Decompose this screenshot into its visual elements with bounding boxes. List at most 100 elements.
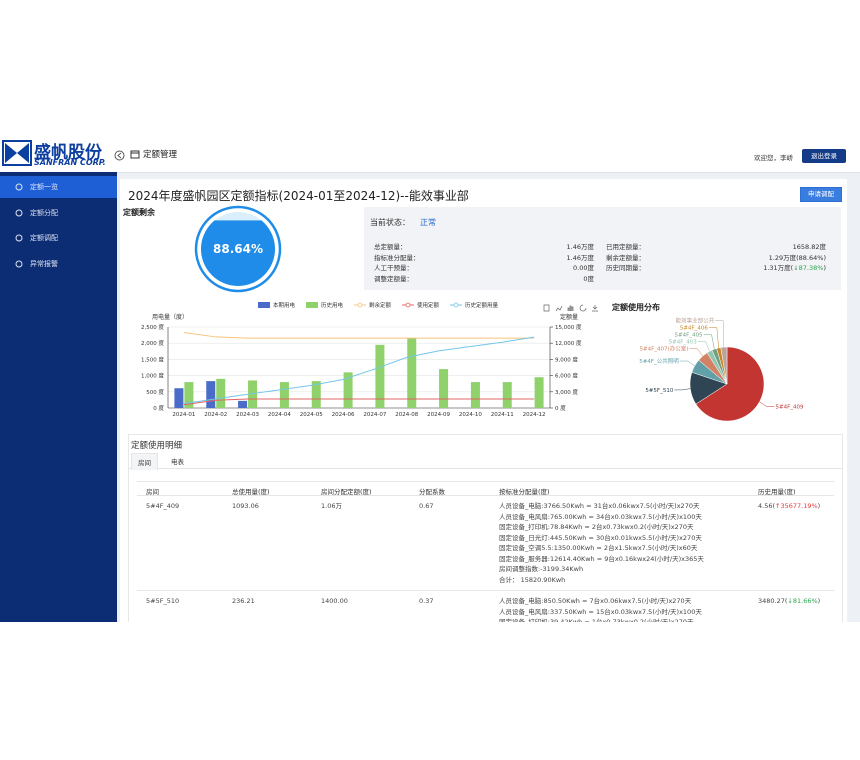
cell: 1.06万 — [321, 502, 342, 510]
tab-divider — [129, 468, 842, 469]
app: 盛帆股份 SANFRAN CORP. 定额管理 欢迎您，李峤 退出登录 定额一览… — [0, 137, 860, 622]
pie-label: 能效事业部公共 — [676, 317, 715, 325]
column-header: 房间分配定额(度) — [321, 488, 372, 496]
pie-slice — [695, 346, 765, 422]
logo-title: 盛帆股份 — [34, 143, 102, 163]
x-tick-label: 2024-07 — [363, 412, 386, 418]
x-tick-label: 2024-01 — [172, 412, 195, 418]
y-tick-label: 2,000 度 — [141, 339, 164, 347]
standard-line: 固定设备_服务器:12614.40Kwh = 9台x0.16kwx24(小时/天… — [499, 554, 704, 563]
bar — [470, 382, 480, 408]
status-panel: 当前状态： 正常 总定额量： 1.46万度 指标准分配量： 1.46万度 人工干预量： 0… — [364, 207, 841, 290]
line — [183, 331, 535, 339]
y-tick-label: 1,500 度 — [141, 355, 164, 363]
standard-line: 人员设备_电风扇:765.00Kwh = 34台x0.03kwx7.5(小时/天… — [499, 512, 702, 521]
pie-label: 5#4F_407(办公室) — [640, 345, 689, 353]
line — [183, 398, 535, 406]
column-header: 总使用量(度) — [232, 488, 270, 496]
standard-line: 人员设备_电脑:3766.50Kwh = 31台x0.06kwx7.5(小时/天… — [499, 502, 700, 510]
nav-item[interactable]: 定额一览 — [0, 176, 117, 198]
stat-value: 1658.82度 — [793, 241, 826, 251]
cell: 1400.00 — [321, 597, 348, 605]
stat-value-part: 0度 — [583, 275, 594, 284]
cell: 5#5F_510 — [146, 597, 180, 605]
nav-item[interactable]: 异常报警 — [0, 253, 117, 275]
standard-line: 固定设备_打印机:39.42Kwh = 1台x0.73kwx0.2(小时/天)x… — [499, 618, 694, 622]
x-tick-label: 2024-09 — [427, 412, 450, 418]
cell: 1093.06 — [232, 502, 259, 510]
cell: 0.67 — [419, 502, 434, 510]
pie-label: 5#4F_406 — [680, 326, 709, 332]
toolbox-icon[interactable] — [579, 304, 587, 312]
history-part: ↓81.66% — [787, 597, 818, 605]
pie-leader — [759, 401, 775, 407]
tab[interactable]: 房间 — [131, 453, 158, 470]
stat-value-part: ↓87.38% — [793, 264, 824, 273]
standard-line: 固定设备_日光灯:445.50Kwh = 30台x0.01kwx5.5(小时/天… — [499, 533, 702, 542]
legend-label: 剩余定额 — [369, 301, 392, 309]
stat-label: 人工干预量： — [374, 264, 413, 273]
legend-label: 使用定额 — [417, 301, 440, 309]
toolbox-icon[interactable] — [543, 304, 550, 312]
stat-value-part: 1.31万度( — [763, 264, 794, 273]
pie-leader — [703, 334, 715, 350]
standard-line: 固定设备_空调5.5:1350.00Kwh = 2台x1.5kwx7.5(小时/… — [499, 544, 698, 552]
stat-value: 1.29万度(88.64%) — [769, 252, 826, 262]
welcome: 欢迎您，李峤 — [754, 154, 793, 162]
y2-tick-label: 3,000 度 — [555, 388, 578, 396]
y2-tick-label: 6,000 度 — [555, 372, 578, 380]
x-tick-label: 2024-11 — [491, 412, 514, 418]
history-cell: 3480.27(↓81.66%) — [758, 596, 820, 607]
cell: 0.37 — [419, 597, 434, 605]
toolbox-icon[interactable] — [567, 305, 574, 311]
stat-value: 0度 — [583, 273, 594, 283]
bar — [248, 380, 258, 408]
bar — [184, 382, 194, 408]
stat-value: 1.46万度 — [567, 252, 594, 262]
page-title: 定额管理 — [143, 150, 178, 160]
stat-value-part: 1.46万度 — [566, 253, 594, 262]
x-tick-label: 2024-10 — [459, 412, 482, 418]
stat-label: 剩余定额量： — [606, 253, 645, 262]
logo-icon — [2, 140, 32, 166]
row-divider — [137, 590, 834, 591]
legend-dot — [453, 302, 459, 308]
nav-label: 异常报警 — [30, 259, 58, 268]
pie-label: 5#4F_409 — [776, 404, 805, 410]
y2-tick-label: 15,000 度 — [555, 323, 582, 331]
nav-label: 定额分配 — [30, 208, 58, 217]
nav-icon — [15, 209, 23, 216]
pie-leader — [679, 360, 695, 367]
apply-button[interactable]: 申请调配 — [800, 187, 842, 202]
bar — [279, 382, 289, 408]
stat-value: 1.31万度(↓87.38%) — [763, 262, 826, 272]
column-header: 按标准分配量(度) — [499, 488, 550, 496]
back-button[interactable] — [114, 150, 125, 161]
standard-line: 房间调整指数:-3199.34Kwh — [499, 565, 584, 573]
stat-label: 历史同期量： — [606, 264, 645, 273]
nav-item[interactable]: 定额调配 — [0, 227, 117, 249]
nav-item[interactable]: 定额分配 — [0, 202, 117, 224]
logo-subtitle: SANFRAN CORP. — [34, 158, 106, 167]
cell: 236.21 — [232, 597, 255, 605]
y-tick-label: 2,500 度 — [141, 323, 164, 331]
legend-label: 历史用电 — [321, 301, 344, 309]
legend-swatch — [306, 302, 318, 308]
stat-label: 总定额量： — [374, 243, 407, 251]
table-title: 定额使用明细 — [131, 441, 183, 451]
bar — [439, 369, 449, 408]
toolbox-icon[interactable] — [555, 305, 563, 312]
stat-value: 0.00度 — [573, 262, 594, 272]
legend-dot — [405, 302, 411, 308]
column-header: 历史用量(度) — [758, 488, 796, 496]
header: 盛帆股份 SANFRAN CORP. 定额管理 欢迎您，李峤 退出登录 — [0, 137, 860, 173]
pie-leader — [689, 348, 703, 357]
pie-slice — [720, 346, 728, 385]
table-card: 定额使用明细 房间 电表 房间 总使用量(度) 房间分配定额(度) 分配系数 按标准分配量(… — [128, 434, 843, 622]
bar — [343, 372, 353, 408]
logout-button[interactable]: 退出登录 — [802, 149, 846, 163]
x-tick-label: 2024-05 — [300, 412, 323, 418]
toolbox-icon[interactable] — [592, 305, 598, 312]
tab[interactable]: 电表 — [171, 458, 184, 466]
legend-dot — [357, 302, 363, 308]
